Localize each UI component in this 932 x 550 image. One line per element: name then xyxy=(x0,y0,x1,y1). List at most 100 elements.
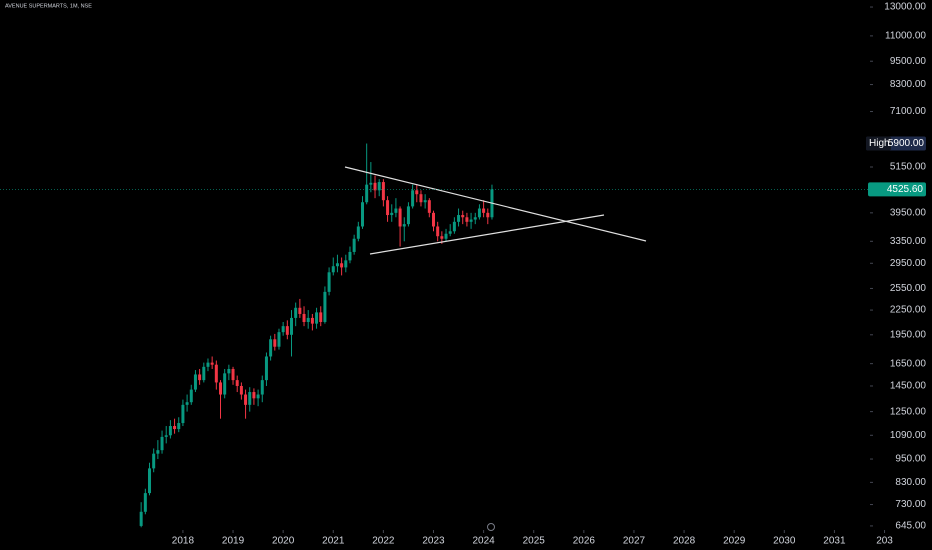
candle-body xyxy=(331,266,335,273)
x-tick-label: 2030 xyxy=(773,536,796,547)
x-tick-label: 2029 xyxy=(723,536,746,547)
candle-body xyxy=(152,453,156,469)
y-tick-label: 8300.00 xyxy=(890,79,927,90)
candle-body xyxy=(369,182,373,185)
x-tick-label: 203 xyxy=(876,536,893,547)
y-tick-label: 2250.00 xyxy=(890,305,927,316)
candle-body xyxy=(402,224,406,227)
y-tick-label: 730.00 xyxy=(895,499,926,510)
candle-body xyxy=(315,312,319,324)
candle-body xyxy=(444,233,448,239)
y-tick-label: 7100.00 xyxy=(890,106,927,117)
x-tick-label: 2026 xyxy=(573,536,596,547)
candle-body xyxy=(327,272,331,292)
candle-body xyxy=(436,226,440,237)
candle-body xyxy=(390,212,394,216)
candle-body xyxy=(273,339,277,347)
candle-body xyxy=(427,200,431,213)
trend-line xyxy=(369,214,605,255)
candle-body xyxy=(361,202,364,227)
candle-body xyxy=(260,380,264,395)
x-tick-label: 2027 xyxy=(623,536,646,547)
candle-body xyxy=(465,217,469,222)
candle-body xyxy=(356,226,360,239)
candle-body xyxy=(177,423,181,430)
candle-body xyxy=(173,426,177,430)
marker-icon[interactable] xyxy=(487,523,495,531)
candle-body xyxy=(239,385,243,395)
last-price-box xyxy=(868,182,926,197)
candle-body xyxy=(219,382,223,395)
candle-body xyxy=(373,182,377,191)
candle-body xyxy=(148,468,152,494)
x-tick-label: 2025 xyxy=(523,536,546,547)
candle-body xyxy=(143,493,147,512)
candle-body xyxy=(277,332,281,347)
x-tick-label: 2018 xyxy=(172,536,195,547)
y-tick-label: 5150.00 xyxy=(890,162,927,173)
candle-body xyxy=(281,326,285,333)
last-price-label: 4525.60 xyxy=(887,184,924,195)
candle-body xyxy=(381,182,385,201)
candle-body xyxy=(198,374,202,381)
x-tick-label: 2023 xyxy=(422,536,445,547)
candle-body xyxy=(264,356,268,381)
candle-body xyxy=(181,404,185,424)
y-tick-label: 1250.00 xyxy=(890,406,927,417)
plot xyxy=(139,143,494,528)
x-tick-label: 2031 xyxy=(823,536,846,547)
candle-body xyxy=(386,200,390,216)
y-tick-label: 2550.00 xyxy=(890,283,927,294)
candle-body xyxy=(377,182,381,191)
candle-body xyxy=(406,206,410,225)
y-tick-label: 1650.00 xyxy=(890,358,927,369)
candle-body xyxy=(398,208,402,227)
y-tick-label: 3950.00 xyxy=(890,207,927,218)
candle-body xyxy=(294,307,298,318)
candle-body xyxy=(252,392,256,399)
candle-body xyxy=(298,307,302,314)
x-tick-label: 2024 xyxy=(472,536,495,547)
candle-body xyxy=(365,184,369,203)
candle-body xyxy=(469,219,473,222)
candle-body xyxy=(269,339,273,357)
candle-body xyxy=(189,389,193,403)
chart-title: AVENUE SUPERMARTS, 1M, NSE xyxy=(5,3,92,9)
candle-body xyxy=(214,364,218,383)
candle-body xyxy=(156,450,160,454)
candle-body xyxy=(306,317,310,322)
candle-body xyxy=(394,208,398,213)
candle-body xyxy=(164,435,168,437)
candle-body xyxy=(244,394,248,405)
candle-body xyxy=(457,215,461,222)
candle-body xyxy=(411,190,415,207)
x-tick-label: 2020 xyxy=(272,536,295,547)
candle-body xyxy=(440,236,444,239)
candle-body xyxy=(419,194,423,203)
candle-body xyxy=(344,260,348,268)
y-tick-label: 950.00 xyxy=(895,454,926,465)
x-tick-label: 2022 xyxy=(372,536,395,547)
candle-body xyxy=(168,426,172,436)
candle-body xyxy=(323,291,327,322)
candle-body xyxy=(185,402,189,405)
candle-body xyxy=(256,394,260,399)
y-tick-label: 830.00 xyxy=(895,477,926,488)
trend-line xyxy=(344,166,647,242)
candle-body xyxy=(473,217,477,220)
candle-body xyxy=(210,362,214,365)
x-tick-label: 2028 xyxy=(673,536,696,547)
y-tick-label: 645.00 xyxy=(895,521,926,532)
candle-body xyxy=(231,368,235,381)
y-tick-label: 3350.00 xyxy=(890,236,927,247)
candle-body xyxy=(348,251,352,261)
candle-body xyxy=(223,373,227,395)
candle-body xyxy=(206,362,210,367)
candle-body xyxy=(482,208,486,213)
candle-body xyxy=(423,200,427,203)
candle-body xyxy=(285,326,289,335)
y-tick-label: 1090.00 xyxy=(890,430,927,441)
candle-body xyxy=(160,436,164,451)
